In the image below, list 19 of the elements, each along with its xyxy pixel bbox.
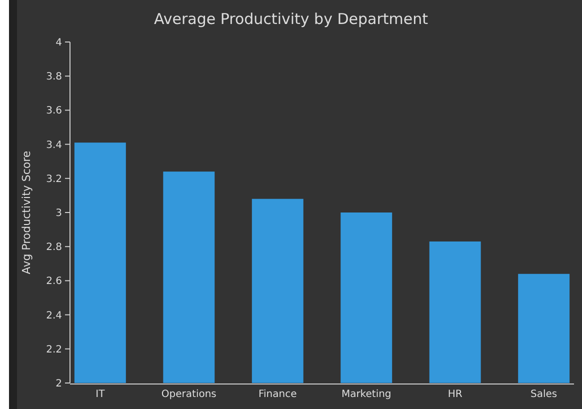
y-axis-title: Avg Productivity Score — [20, 150, 33, 274]
y-tick-label: 2 — [56, 378, 62, 390]
y-tick-label: 2.8 — [46, 242, 62, 254]
y-tick-label: 2.2 — [46, 344, 62, 356]
x-tick-label: IT — [96, 389, 106, 400]
y-tick-label: 3.8 — [46, 72, 62, 83]
y-tick-label: 3 — [56, 208, 62, 219]
y-tick-label: 3.2 — [46, 174, 62, 185]
y-tick-label: 4 — [56, 38, 62, 48]
x-tick-label: Marketing — [341, 389, 392, 400]
x-tick-label: Sales — [530, 389, 558, 400]
chart-title: Average Productivity by Department — [154, 10, 428, 28]
x-tick-label: Operations — [161, 389, 216, 400]
y-tick-label: 3.6 — [46, 106, 62, 117]
y-tick-label: 2.6 — [46, 276, 62, 288]
x-tick-label: HR — [448, 389, 462, 400]
y-tick-label: 2.4 — [46, 310, 62, 322]
x-tick-label: Finance — [258, 389, 297, 400]
y-tick-label: 3.4 — [46, 140, 62, 151]
